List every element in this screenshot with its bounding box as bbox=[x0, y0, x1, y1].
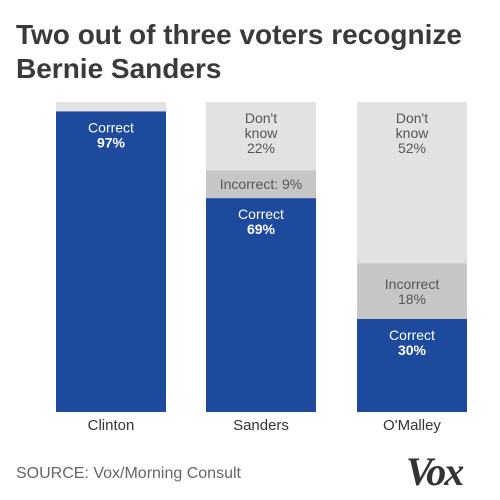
data-label-dont_know-2-0: Don't bbox=[396, 110, 428, 126]
data-label-incorrect-2-0: Incorrect bbox=[385, 276, 440, 292]
bar-incorrect-2 bbox=[357, 263, 467, 319]
data-label-dont_know-1-0: Don't bbox=[245, 110, 277, 126]
bar-dont_know-1 bbox=[206, 102, 316, 171]
bar-correct-0 bbox=[56, 111, 166, 413]
data-label-dont_know-1-2: 22% bbox=[247, 140, 275, 156]
data-label-correct-0-0: Correct bbox=[88, 119, 134, 135]
source-note: SOURCE: Vox/Morning Consult bbox=[16, 465, 241, 482]
category-label-0: Clinton bbox=[88, 417, 135, 434]
data-label-dont_know-2-2: 52% bbox=[398, 140, 426, 156]
data-label-incorrect-1-0: Incorrect: 9% bbox=[220, 176, 302, 192]
bar-dont_know-0 bbox=[56, 102, 166, 112]
data-label-dont_know-2-1: know bbox=[396, 125, 430, 141]
data-label-correct-1-0: Correct bbox=[238, 206, 284, 222]
data-label-correct-2-0: Correct bbox=[389, 327, 435, 343]
category-label-1: Sanders bbox=[233, 417, 289, 434]
data-label-dont_know-1-1: know bbox=[245, 125, 279, 141]
data-label-correct-0-1: 97% bbox=[97, 134, 126, 150]
data-label-correct-2-1: 30% bbox=[398, 342, 427, 358]
data-label-incorrect-2-1: 18% bbox=[398, 291, 426, 307]
bar-dont_know-2 bbox=[357, 102, 467, 264]
vox-logo: Vox bbox=[406, 449, 464, 494]
bar-correct-2 bbox=[357, 319, 467, 412]
data-label-correct-1-1: 69% bbox=[247, 221, 276, 237]
bar-correct-1 bbox=[206, 198, 316, 412]
bar-incorrect-1 bbox=[206, 170, 316, 199]
chart-title: Two out of three voters recognize Bernie… bbox=[16, 19, 462, 84]
category-label-2: O'Malley bbox=[383, 417, 441, 434]
